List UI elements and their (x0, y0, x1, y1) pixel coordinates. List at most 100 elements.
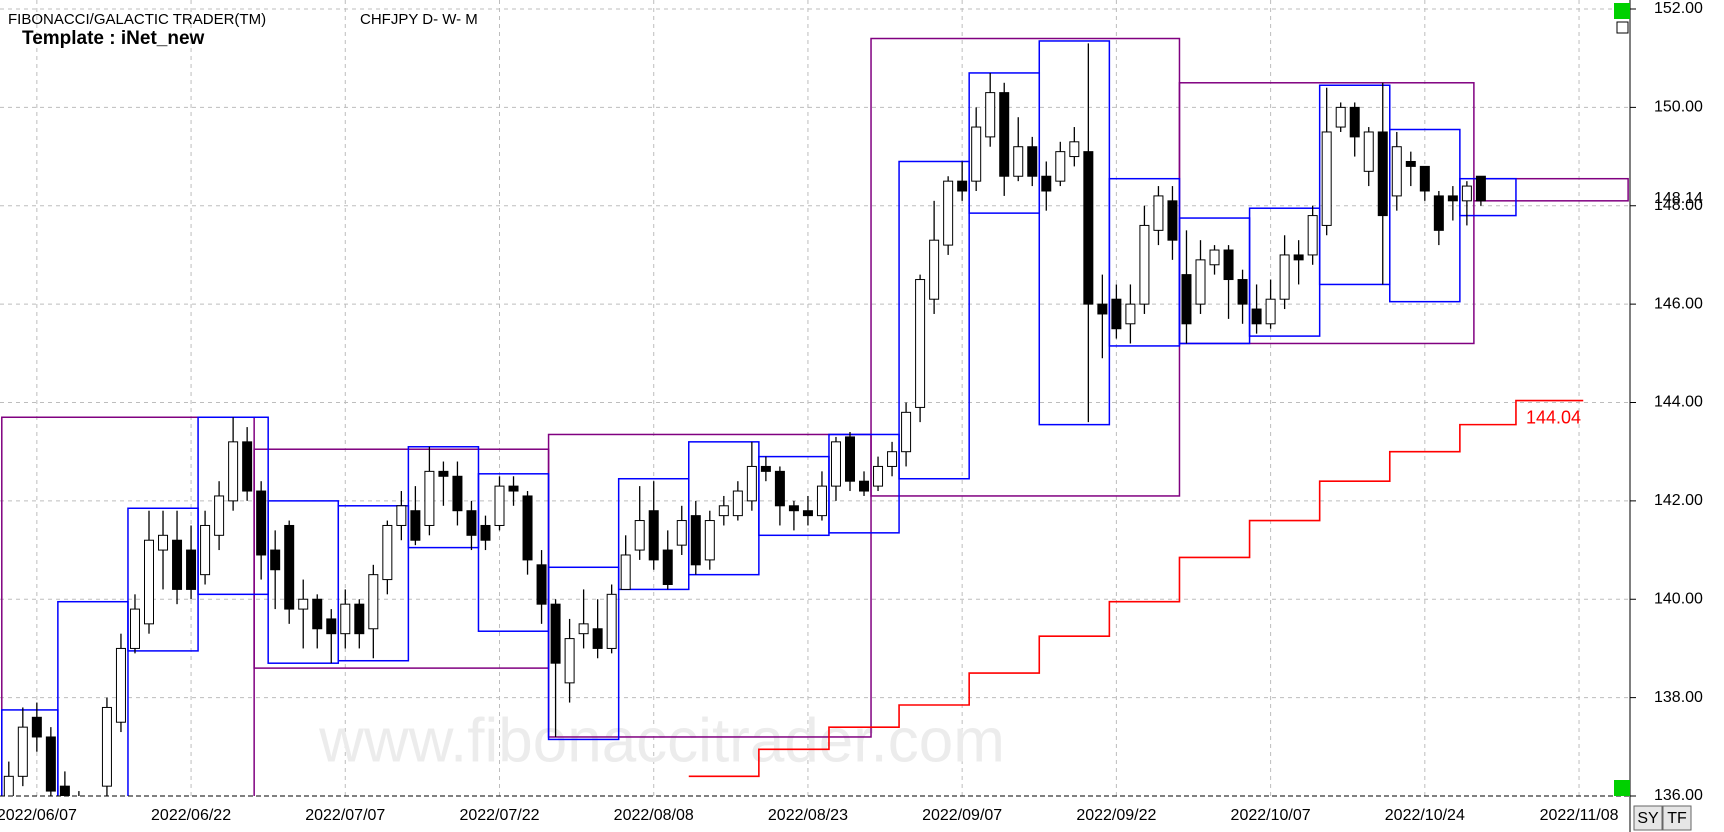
x-tick-label: 2022/10/24 (1385, 807, 1465, 824)
x-tick-label: 2022/09/07 (922, 807, 1002, 824)
candle-body (1307, 215, 1318, 256)
y-tick-label: 146.00 (1654, 295, 1703, 312)
candle-body (172, 539, 183, 590)
candle-body (746, 465, 757, 502)
candle-body (1349, 106, 1360, 138)
candle-body (1139, 224, 1150, 305)
y-tick-label: 150.00 (1654, 99, 1703, 116)
sy-button[interactable]: SY (1633, 805, 1663, 831)
candle-body (802, 510, 813, 517)
template-label: Template : iNet_new (22, 28, 205, 49)
candle-body (634, 520, 645, 551)
candle-body (214, 495, 225, 536)
candle-body (816, 485, 827, 517)
range-box (337, 505, 410, 662)
candle-body (312, 598, 323, 630)
y-tick-label: 138.00 (1654, 689, 1703, 706)
candle-body (129, 608, 140, 649)
candle-body (186, 549, 197, 590)
candle-body (1377, 131, 1388, 217)
candle-body (228, 441, 239, 502)
candle-body (1405, 160, 1416, 167)
candle-body (704, 520, 715, 561)
candle-body (424, 470, 435, 526)
candle-body (550, 603, 561, 664)
range-box (57, 600, 129, 796)
x-tick-label: 2022/10/07 (1231, 807, 1311, 824)
button-frame[interactable] (1633, 805, 1663, 831)
candle-body (620, 554, 631, 590)
candle-body (1251, 308, 1262, 325)
candle-body (971, 126, 982, 182)
candle-body (957, 180, 968, 192)
candle-body (1209, 249, 1220, 266)
candle-body (1265, 298, 1276, 325)
candle-body (284, 524, 295, 610)
candle-body (1419, 165, 1430, 192)
candle-body (873, 465, 884, 487)
window-icon[interactable] (1616, 21, 1629, 34)
y-tick-label: 136.00 (1654, 787, 1703, 804)
range-box (898, 160, 970, 480)
candle-body (690, 515, 701, 566)
app-title: FIBONACCI/GALACTIC TRADER(TM) (8, 11, 266, 28)
button-frame[interactable] (1662, 805, 1692, 831)
candle-body (466, 510, 477, 536)
candle-body (929, 239, 940, 300)
candle-body (396, 505, 407, 526)
x-tick-label: 2022/09/22 (1076, 807, 1156, 824)
candle-body (592, 628, 603, 649)
candle-body (662, 549, 673, 585)
x-tick-label: 2022/11/08 (1540, 807, 1619, 824)
candle-body (158, 534, 169, 551)
y-tick-label: 148.00 (1654, 197, 1703, 214)
candle-body (788, 505, 799, 512)
candle-body (270, 549, 281, 571)
candle-body (1167, 200, 1178, 241)
candle-body (1181, 274, 1192, 325)
y-tick-label: 140.00 (1654, 590, 1703, 607)
candle-body (830, 441, 841, 487)
candle-body (31, 716, 42, 738)
candle-body (999, 92, 1010, 177)
x-tick-label: 2022/08/08 (614, 807, 694, 824)
candle-body (200, 524, 211, 576)
candle-body (1335, 106, 1346, 128)
range-box (1473, 177, 1629, 202)
candle-body (1433, 195, 1444, 231)
candle-body (59, 785, 70, 796)
candle-body (1391, 146, 1402, 197)
candle-body (915, 279, 926, 408)
button-label[interactable]: SY (1637, 810, 1659, 827)
candle-body (242, 441, 253, 492)
tf-button[interactable]: TF (1662, 805, 1692, 831)
candle-body (17, 726, 28, 777)
candle-body (522, 495, 533, 561)
price-marker-label: 148.14 (1654, 190, 1703, 207)
candle-body (887, 451, 898, 467)
candle-body (1013, 146, 1024, 177)
range-box (1459, 177, 1517, 217)
candle-body (480, 524, 491, 541)
button-label[interactable]: TF (1667, 810, 1687, 827)
candle-body (115, 647, 126, 723)
range-box (547, 566, 620, 741)
candle-body (606, 593, 617, 649)
candle-body (1111, 298, 1122, 330)
candle-body (340, 603, 351, 635)
candle-body (101, 706, 112, 787)
candle-body (564, 638, 575, 684)
candle-body (452, 475, 463, 512)
x-tick-label: 2022/07/22 (459, 807, 539, 824)
step-line (688, 399, 1584, 778)
candle-body (1027, 146, 1038, 177)
candle-body (144, 539, 154, 625)
x-tick-label: 2022/06/07 (0, 807, 77, 824)
candle-body (1097, 303, 1108, 315)
candle-body (1055, 151, 1066, 182)
candle-body (494, 485, 505, 526)
candle-body (354, 603, 365, 635)
candle-body (3, 775, 14, 796)
candle-body (1293, 254, 1304, 261)
candle-body (859, 480, 870, 492)
